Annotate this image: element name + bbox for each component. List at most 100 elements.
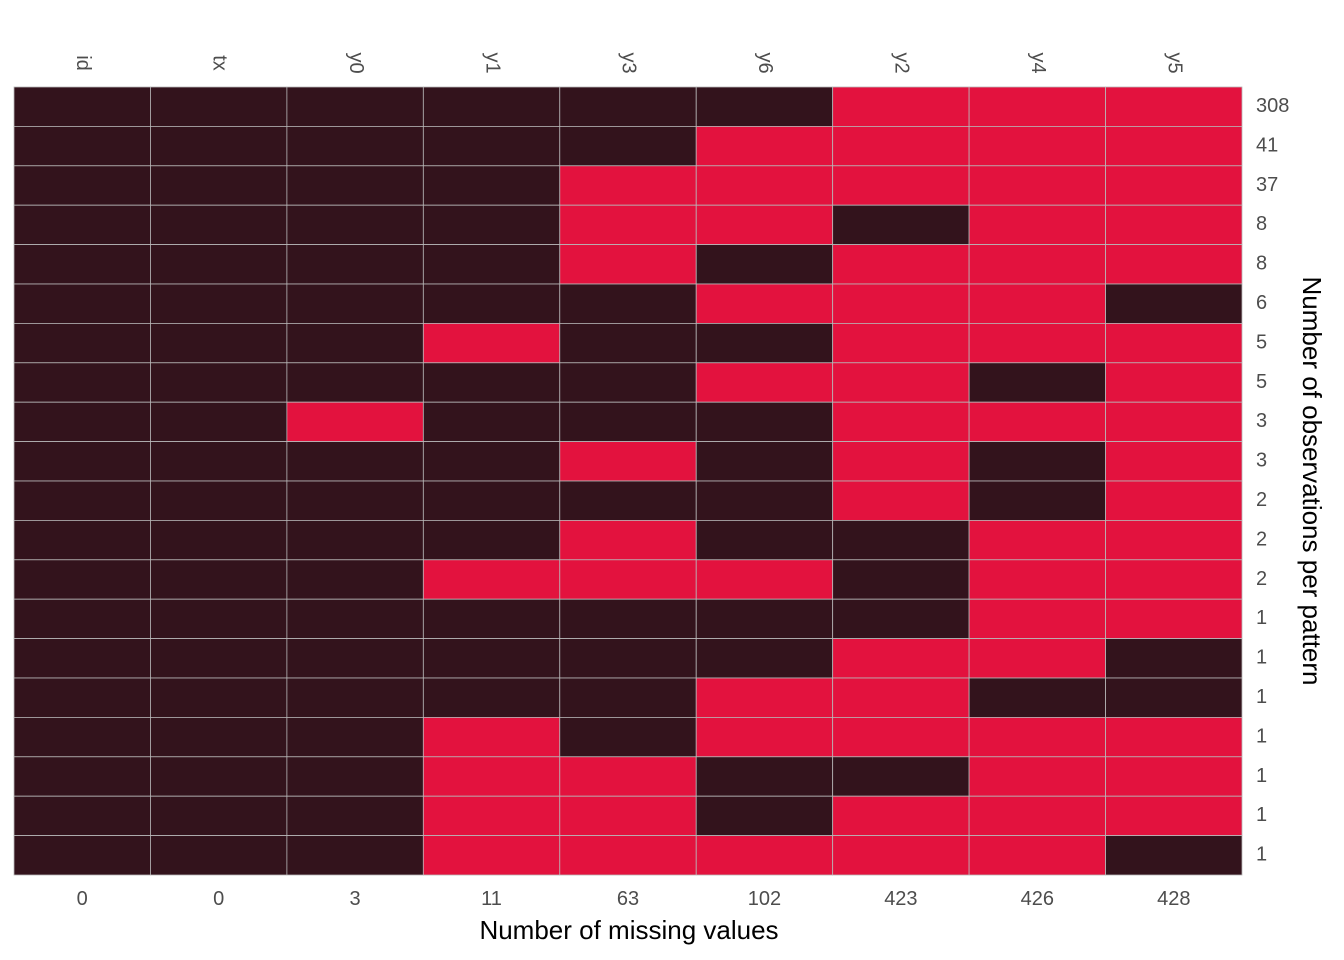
missing-cell: [832, 244, 970, 285]
missing-cell: [832, 795, 970, 837]
missing-cell: [968, 598, 1106, 640]
observed-cell: [150, 638, 288, 679]
observed-cell: [286, 204, 424, 245]
missing-cell: [695, 204, 834, 245]
observed-cell: [559, 677, 697, 718]
observed-cell: [13, 283, 151, 324]
pattern-count-label: 5: [1256, 371, 1267, 393]
observed-cell: [695, 598, 834, 640]
y-axis-title: Number of observations per pattern: [1297, 277, 1327, 686]
missing-cell: [559, 520, 697, 561]
missing-cell: [422, 717, 561, 758]
observed-cell: [150, 362, 288, 403]
missing-cell: [832, 322, 970, 364]
variable-label: y6: [754, 52, 776, 73]
observed-cell: [286, 322, 424, 364]
pattern-count-label: 3: [1256, 450, 1267, 472]
missing-count-label: 102: [748, 888, 781, 910]
pattern-count-label: 3: [1256, 410, 1267, 432]
observed-cell: [968, 362, 1106, 403]
observed-cell: [422, 480, 561, 521]
missing-cell: [832, 283, 970, 324]
observed-cell: [422, 362, 561, 403]
pattern-count-label: 1: [1256, 844, 1267, 866]
missing-cell: [832, 480, 970, 521]
observed-cell: [13, 598, 151, 640]
observed-cell: [286, 520, 424, 561]
missing-count-label: 63: [617, 888, 639, 910]
observed-cell: [286, 559, 424, 600]
observed-cell: [1105, 677, 1243, 718]
pattern-count-label: 1: [1256, 804, 1267, 826]
observed-cell: [286, 677, 424, 718]
missing-cell: [968, 86, 1106, 127]
missing-cell: [1105, 126, 1243, 167]
observed-cell: [286, 165, 424, 206]
missing-cell: [559, 795, 697, 837]
observed-cell: [13, 204, 151, 245]
observed-cell: [695, 401, 834, 443]
variable-label: y0: [345, 52, 367, 73]
observed-cell: [422, 401, 561, 443]
observed-cell: [695, 520, 834, 561]
observed-cell: [422, 283, 561, 324]
missing-cell: [968, 835, 1106, 876]
observed-cell: [832, 756, 970, 797]
missing-cell: [832, 677, 970, 718]
observed-cell: [150, 126, 288, 167]
missing-cell: [832, 441, 970, 482]
missing-cell: [1105, 244, 1243, 285]
observed-cell: [150, 401, 288, 443]
observed-cell: [13, 520, 151, 561]
missing-cell: [968, 165, 1106, 206]
observed-cell: [286, 362, 424, 403]
missing-cell: [832, 401, 970, 443]
missing-cell: [968, 717, 1106, 758]
observed-cell: [150, 598, 288, 640]
observed-cell: [13, 638, 151, 679]
observed-cell: [559, 401, 697, 443]
missing-cell: [968, 126, 1106, 167]
observed-cell: [13, 480, 151, 521]
missing-cell: [695, 677, 834, 718]
observed-cell: [13, 126, 151, 167]
heatmap-cells: [13, 86, 1243, 876]
observed-cell: [695, 480, 834, 521]
observed-cell: [13, 756, 151, 797]
missing-cell: [968, 520, 1106, 561]
observed-cell: [422, 520, 561, 561]
variable-label: tx: [208, 55, 230, 71]
observed-cell: [422, 677, 561, 718]
observed-cell: [13, 362, 151, 403]
pattern-count-label: 8: [1256, 253, 1267, 275]
observed-cell: [286, 756, 424, 797]
missing-cell: [1105, 204, 1243, 245]
missing-cell: [832, 717, 970, 758]
missing-cell: [695, 362, 834, 403]
missing-cell: [832, 835, 970, 876]
observed-cell: [13, 835, 151, 876]
observed-cell: [286, 126, 424, 167]
observed-cell: [422, 126, 561, 167]
observed-cell: [968, 677, 1106, 718]
missing-cell: [1105, 559, 1243, 600]
observed-cell: [150, 677, 288, 718]
observed-cell: [150, 441, 288, 482]
missing-cell: [832, 165, 970, 206]
observed-cell: [286, 244, 424, 285]
missing-cell: [559, 559, 697, 600]
observed-cell: [695, 322, 834, 364]
pattern-count-label: 2: [1256, 528, 1267, 550]
observed-cell: [13, 86, 151, 127]
missing-cell: [559, 244, 697, 285]
missing-cell: [559, 835, 697, 876]
observed-cell: [695, 795, 834, 837]
missing-cell: [1105, 86, 1243, 127]
observed-cell: [13, 401, 151, 443]
observed-cell: [1105, 283, 1243, 324]
observed-cell: [150, 86, 288, 127]
variable-label: y3: [618, 52, 640, 73]
missing-cell: [1105, 756, 1243, 797]
observed-cell: [1105, 638, 1243, 679]
observed-cell: [422, 598, 561, 640]
